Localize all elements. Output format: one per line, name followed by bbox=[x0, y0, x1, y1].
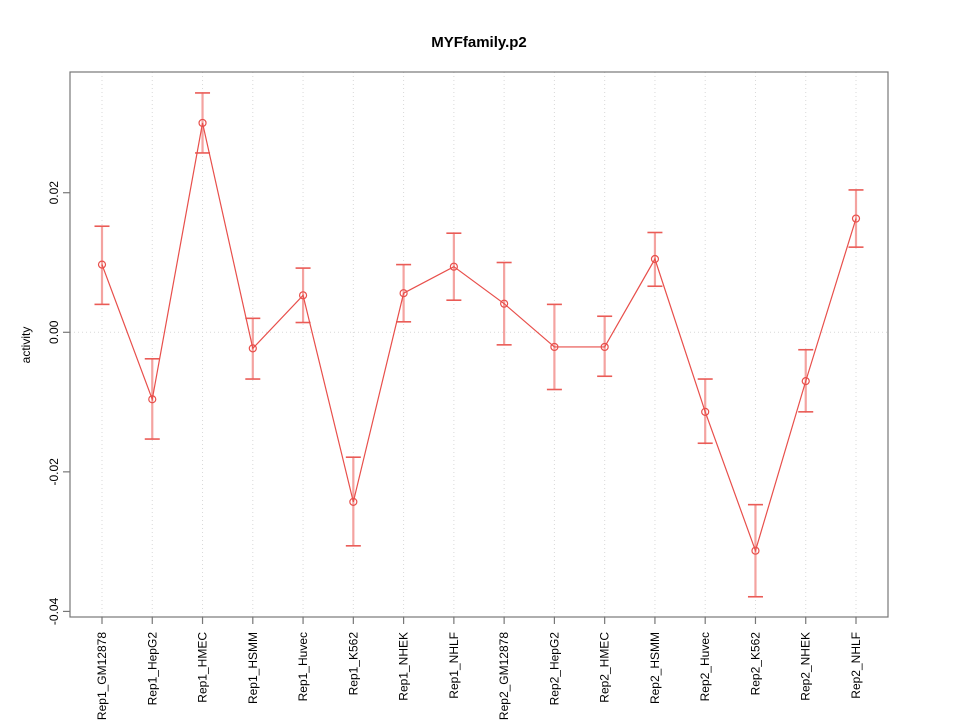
plot-box bbox=[69, 71, 889, 618]
data-point bbox=[751, 546, 760, 555]
data-point bbox=[650, 254, 660, 264]
data-point bbox=[399, 289, 408, 298]
data-point bbox=[851, 214, 861, 223]
y-tick-label: -0.02 bbox=[47, 458, 61, 486]
x-tick-label: Rep1_K562 bbox=[346, 632, 360, 696]
x-tick-label: Rep2_NHEK bbox=[799, 632, 813, 701]
data-point bbox=[801, 377, 810, 386]
data-point bbox=[701, 407, 710, 416]
data-point bbox=[298, 291, 308, 300]
y-tick-label: 0.02 bbox=[47, 181, 61, 205]
x-tick-label: Rep2_GM12878 bbox=[497, 632, 511, 720]
data-point bbox=[248, 344, 257, 353]
x-tick-label: Rep2_K562 bbox=[748, 632, 762, 696]
x-tick-label: Rep2_HMEC bbox=[598, 632, 612, 703]
data-point bbox=[550, 342, 559, 352]
x-tick-label: Rep1_GM12878 bbox=[95, 632, 109, 720]
x-tick-label: Rep2_HepG2 bbox=[547, 632, 561, 706]
data-point bbox=[600, 342, 609, 352]
data-point bbox=[500, 299, 509, 308]
data-line bbox=[101, 122, 857, 553]
chart-title: MYFfamily.p2 bbox=[431, 34, 527, 51]
data-point bbox=[198, 118, 207, 128]
x-tick-label: Rep1_HMEC bbox=[196, 632, 210, 703]
x-tick-label: Rep1_HepG2 bbox=[145, 632, 159, 706]
x-tick-label: Rep1_NHLF bbox=[447, 632, 461, 699]
data-point bbox=[97, 260, 107, 269]
x-tick-label: Rep1_HSMM bbox=[246, 632, 260, 704]
x-tick-label: Rep2_HSMM bbox=[648, 632, 662, 704]
x-tick-label: Rep1_Huvec bbox=[296, 632, 310, 701]
y-tick-label: 0.00 bbox=[47, 320, 61, 344]
data-point bbox=[449, 262, 458, 271]
x-tick-label: Rep2_Huvec bbox=[698, 632, 712, 701]
y-tick-label: -0.04 bbox=[47, 597, 61, 625]
x-tick-label: Rep1_NHEK bbox=[397, 632, 411, 701]
data-point bbox=[148, 395, 157, 404]
x-tick-label: Rep2_NHLF bbox=[849, 632, 863, 699]
data-point bbox=[349, 497, 358, 506]
